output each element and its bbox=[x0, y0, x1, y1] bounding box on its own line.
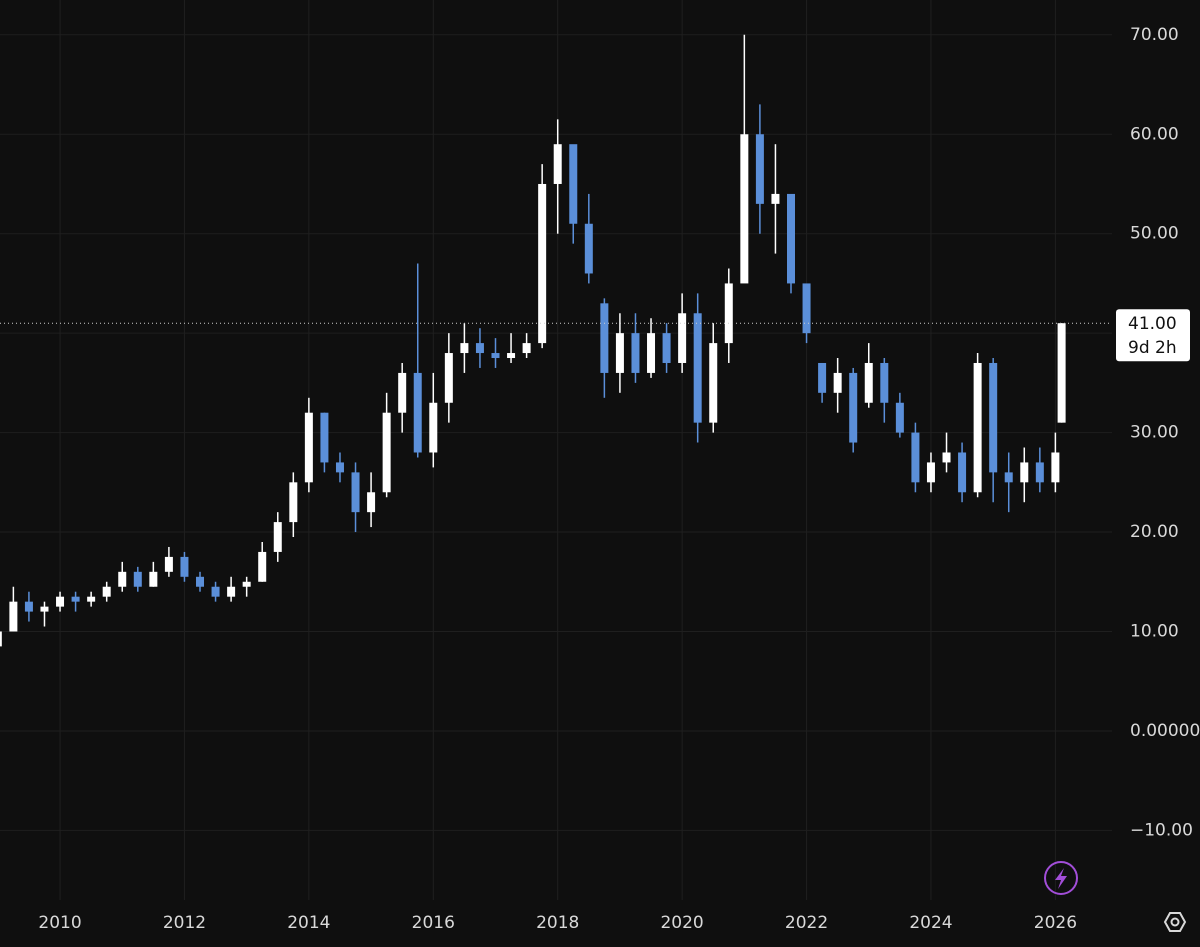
candle-body bbox=[678, 313, 687, 363]
y-tick-label: 50.00 bbox=[1130, 224, 1179, 244]
y-tick-label: 20.00 bbox=[1130, 522, 1179, 542]
candle-body bbox=[615, 333, 624, 373]
candle-body bbox=[942, 452, 951, 463]
y-tick-label: 0.00000 bbox=[1130, 721, 1200, 741]
candle-body bbox=[367, 492, 376, 513]
candle-body bbox=[833, 372, 842, 393]
x-tick-label: 2026 bbox=[1034, 913, 1077, 933]
x-tick-label: 2024 bbox=[909, 913, 952, 933]
candle-body bbox=[880, 362, 889, 403]
y-tick-label: 10.00 bbox=[1130, 621, 1179, 641]
candle-body bbox=[507, 353, 516, 359]
x-tick-label: 2012 bbox=[163, 913, 206, 933]
candle-body bbox=[118, 571, 127, 587]
candle-body bbox=[1020, 462, 1029, 483]
price-label: 41.00 bbox=[1128, 314, 1177, 334]
y-tick-label: 30.00 bbox=[1130, 423, 1179, 443]
candle-body bbox=[320, 412, 329, 463]
candle-body bbox=[382, 412, 391, 493]
candle-body bbox=[24, 601, 33, 612]
candle-body bbox=[227, 586, 236, 597]
candle-body bbox=[1057, 323, 1066, 423]
settings-button[interactable] bbox=[1163, 912, 1187, 932]
candle-body bbox=[584, 223, 593, 274]
candle-body bbox=[553, 144, 562, 184]
candle-body bbox=[56, 596, 65, 607]
candle-body bbox=[1035, 462, 1044, 483]
candle-body bbox=[149, 571, 158, 587]
candle-body bbox=[9, 601, 18, 632]
candle-body bbox=[647, 333, 656, 373]
candle-body bbox=[398, 372, 407, 413]
candle-body bbox=[662, 333, 671, 363]
candle-body bbox=[196, 576, 205, 587]
candle-body bbox=[491, 353, 500, 359]
candle-body bbox=[740, 134, 749, 284]
price-label-box bbox=[1116, 309, 1190, 362]
candle-body bbox=[569, 144, 578, 224]
candle-body bbox=[242, 581, 251, 587]
candle-body bbox=[600, 303, 609, 373]
candle-body bbox=[926, 462, 935, 483]
candle-body bbox=[771, 193, 780, 204]
candle-body bbox=[895, 402, 904, 433]
candle-body bbox=[989, 362, 998, 473]
candle-body bbox=[755, 134, 764, 204]
candle-body bbox=[631, 333, 640, 373]
candle-body bbox=[133, 571, 142, 587]
candle-body bbox=[724, 283, 733, 344]
lightning-icon bbox=[1055, 868, 1067, 889]
settings-dot bbox=[1170, 917, 1180, 927]
candle-body bbox=[351, 472, 360, 513]
candle-body bbox=[1051, 452, 1060, 483]
candle-body bbox=[71, 596, 80, 602]
x-tick-label: 2016 bbox=[412, 913, 455, 933]
x-tick-label: 2014 bbox=[287, 913, 330, 933]
x-tick-label: 2020 bbox=[660, 913, 703, 933]
candle-body bbox=[429, 402, 438, 453]
lightning-ring bbox=[1044, 861, 1078, 895]
candle-body bbox=[102, 586, 111, 597]
candle-body bbox=[335, 462, 344, 473]
settings-icon bbox=[1163, 912, 1187, 932]
candle-body bbox=[538, 183, 547, 344]
candle-body bbox=[258, 551, 267, 582]
candle-body bbox=[180, 556, 189, 577]
candle-body bbox=[911, 432, 920, 483]
candle-body bbox=[475, 343, 484, 354]
x-tick-label: 2010 bbox=[38, 913, 81, 933]
candle-body bbox=[87, 596, 96, 602]
candle-body bbox=[973, 362, 982, 493]
candle-body bbox=[786, 193, 795, 284]
x-tick-label: 2018 bbox=[536, 913, 579, 933]
candle-body bbox=[273, 522, 282, 552]
candle-body bbox=[849, 372, 858, 443]
candle-body bbox=[1004, 472, 1013, 483]
y-tick-label: 60.00 bbox=[1130, 124, 1179, 144]
candle-body bbox=[818, 362, 827, 393]
candle-body bbox=[444, 353, 453, 403]
candle-body bbox=[289, 482, 298, 523]
candle-body bbox=[460, 343, 469, 354]
lightning-button[interactable] bbox=[1044, 861, 1078, 895]
candle-body bbox=[693, 313, 702, 423]
candle-body bbox=[864, 362, 873, 403]
candle-body bbox=[211, 586, 220, 597]
candle-body bbox=[40, 606, 49, 612]
y-tick-label: −10.00 bbox=[1130, 820, 1193, 840]
candle-body bbox=[802, 283, 811, 334]
candle-body bbox=[958, 452, 967, 493]
candle-body bbox=[413, 372, 422, 453]
candle-body bbox=[709, 343, 718, 423]
candle-body bbox=[0, 631, 2, 647]
y-tick-label: 70.00 bbox=[1130, 25, 1179, 45]
candle-body bbox=[304, 412, 313, 483]
candle-body bbox=[164, 556, 173, 572]
candle-body bbox=[522, 343, 531, 354]
countdown: 9d 2h bbox=[1128, 338, 1177, 358]
x-tick-label: 2022 bbox=[785, 913, 828, 933]
